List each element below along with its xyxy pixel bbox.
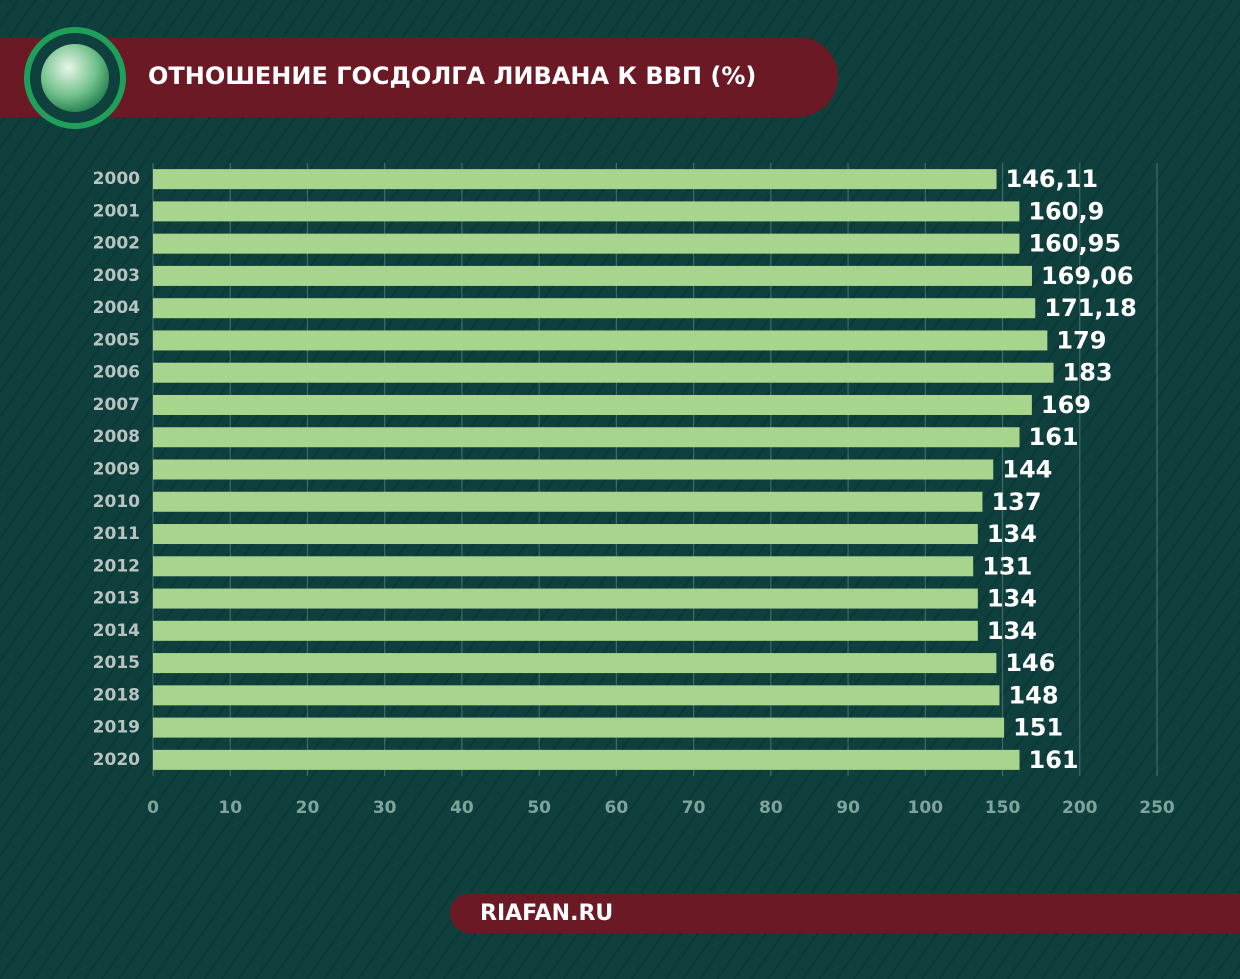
source: RIAFAN.RU bbox=[480, 901, 613, 926]
y-tick-label: 2020 bbox=[93, 750, 140, 770]
x-tick-label: 50 bbox=[527, 798, 551, 818]
bar bbox=[153, 524, 978, 545]
value-label: 160,95 bbox=[1028, 230, 1121, 258]
y-tick-label: 2019 bbox=[93, 718, 140, 738]
y-tick-label: 2008 bbox=[93, 427, 140, 447]
value-label: 161 bbox=[1029, 423, 1079, 451]
bar bbox=[153, 556, 974, 577]
bar bbox=[153, 427, 1020, 448]
x-tick-label: 0 bbox=[147, 798, 159, 818]
y-tick-label: 2014 bbox=[93, 621, 140, 641]
value-label: 144 bbox=[1002, 456, 1052, 484]
value-label: 146 bbox=[1005, 649, 1055, 677]
y-tick-label: 2003 bbox=[93, 266, 140, 286]
x-tick-label: 80 bbox=[759, 798, 783, 818]
value-label: 134 bbox=[987, 520, 1037, 548]
x-tick-label: 200 bbox=[1062, 798, 1098, 818]
x-tick-label: 60 bbox=[605, 798, 629, 818]
chart-title: ОТНОШЕНИЕ ГОСДОЛГА ЛИВАНА К ВВП (%) bbox=[148, 62, 756, 90]
bar bbox=[153, 459, 994, 480]
y-tick-label: 2012 bbox=[93, 556, 140, 576]
y-tick-label: 2015 bbox=[93, 653, 140, 673]
bar bbox=[153, 233, 1020, 254]
y-tick-label: 2001 bbox=[93, 201, 140, 221]
y-tick-label: 2004 bbox=[93, 298, 140, 318]
x-tick-label: 90 bbox=[836, 798, 860, 818]
y-tick-label: 2009 bbox=[93, 460, 140, 480]
y-tick-label: 2010 bbox=[93, 492, 140, 512]
bar bbox=[153, 653, 997, 674]
value-label: 169 bbox=[1041, 391, 1091, 419]
y-tick-label: 2007 bbox=[93, 395, 140, 415]
title-banner bbox=[0, 37, 838, 117]
x-tick-label: 40 bbox=[450, 798, 474, 818]
value-label: 134 bbox=[987, 585, 1037, 613]
bar bbox=[153, 588, 978, 609]
source-banner bbox=[450, 893, 1240, 933]
value-label: 151 bbox=[1013, 714, 1063, 742]
y-tick-label: 2005 bbox=[93, 330, 140, 350]
x-tick-label: 20 bbox=[296, 798, 320, 818]
logo-globe bbox=[41, 44, 109, 112]
x-tick-label: 70 bbox=[682, 798, 706, 818]
value-label: 171,18 bbox=[1044, 294, 1137, 322]
value-label: 160,9 bbox=[1028, 197, 1104, 225]
bar bbox=[153, 491, 983, 512]
x-tick-label: 10 bbox=[218, 798, 242, 818]
x-tick-label: 150 bbox=[985, 798, 1021, 818]
value-label: 146,11 bbox=[1006, 165, 1099, 193]
y-tick-label: 2006 bbox=[93, 363, 140, 383]
bar bbox=[153, 298, 1036, 319]
x-tick-label: 30 bbox=[373, 798, 397, 818]
value-label: 183 bbox=[1063, 359, 1113, 387]
y-tick-label: 2011 bbox=[93, 524, 140, 544]
x-tick-label: 100 bbox=[908, 798, 944, 818]
value-label: 169,06 bbox=[1041, 262, 1134, 290]
value-label: 134 bbox=[987, 617, 1037, 645]
bar bbox=[153, 169, 997, 190]
value-label: 131 bbox=[982, 552, 1032, 580]
plot: 0 10 20 30 40 50 60 70 80 90 100 150 200 250 2000 146,1… bbox=[93, 163, 1175, 818]
y-tick-label: 2002 bbox=[93, 234, 140, 254]
bar bbox=[153, 362, 1054, 383]
bar bbox=[153, 394, 1032, 415]
bar bbox=[153, 685, 1000, 706]
bar bbox=[153, 330, 1048, 351]
y-tick-label: 2018 bbox=[93, 685, 140, 705]
bar bbox=[153, 201, 1020, 222]
y-tick-label: 2000 bbox=[93, 169, 140, 189]
bar bbox=[153, 717, 1005, 738]
value-label: 161 bbox=[1029, 746, 1079, 774]
value-label: 137 bbox=[991, 488, 1041, 516]
value-label: 179 bbox=[1056, 326, 1106, 354]
y-tick-label: 2013 bbox=[93, 589, 140, 609]
bar bbox=[153, 749, 1020, 770]
x-tick-label: 250 bbox=[1139, 798, 1175, 818]
bar bbox=[153, 265, 1032, 286]
value-label: 148 bbox=[1008, 681, 1058, 709]
bar bbox=[153, 620, 978, 641]
